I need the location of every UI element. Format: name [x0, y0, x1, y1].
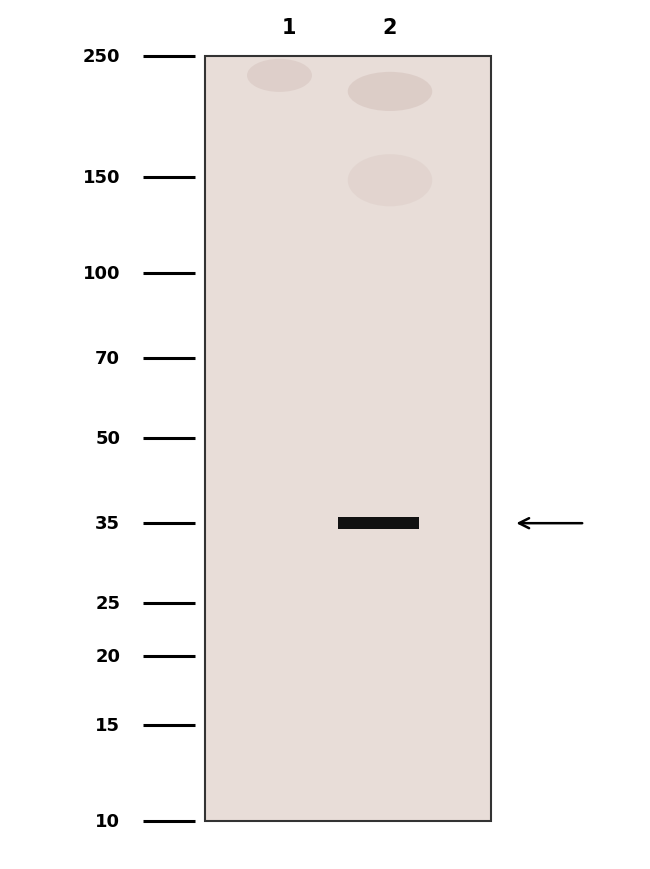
Text: 25: 25	[96, 594, 120, 613]
Text: 1: 1	[282, 18, 296, 37]
Ellipse shape	[348, 155, 432, 207]
Text: 70: 70	[96, 350, 120, 368]
Text: 2: 2	[383, 18, 397, 37]
Text: 35: 35	[96, 514, 120, 533]
Text: 100: 100	[83, 265, 120, 283]
Text: 50: 50	[96, 430, 120, 448]
Ellipse shape	[247, 60, 312, 93]
Bar	[338, 518, 419, 530]
Text: 250: 250	[83, 48, 120, 65]
Text: 20: 20	[96, 647, 120, 666]
Ellipse shape	[348, 73, 432, 112]
Text: 10: 10	[96, 813, 120, 830]
Bar	[205, 56, 491, 821]
Text: 15: 15	[96, 716, 120, 733]
Text: 150: 150	[83, 169, 120, 187]
